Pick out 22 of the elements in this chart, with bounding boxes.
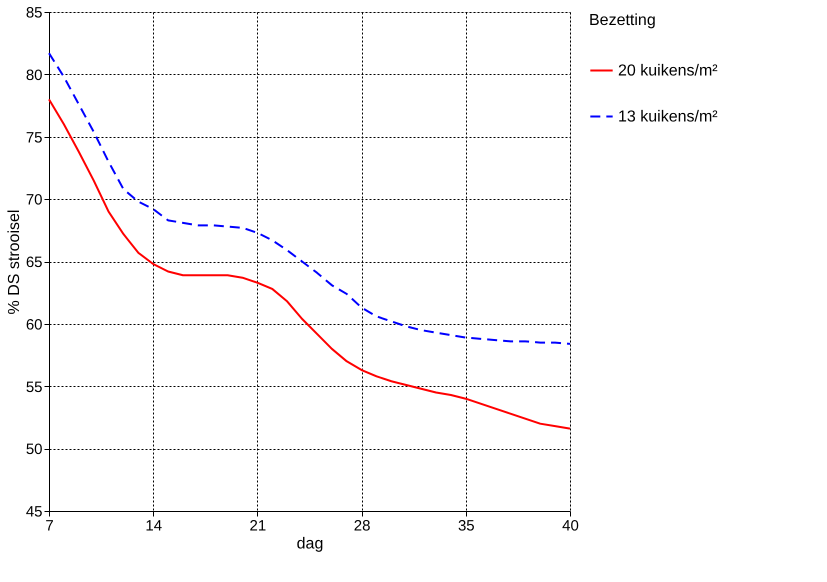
y-tick-label: 75 [26, 129, 42, 146]
y-tick-label: 50 [26, 441, 42, 458]
x-tick-label: 35 [458, 518, 475, 534]
y-tick-label: 55 [26, 378, 42, 396]
y-tick-label: 70 [26, 192, 42, 209]
y-tick-label: 85 [26, 4, 42, 22]
y-tick-label: 80 [26, 66, 42, 84]
x-tick-label: 14 [145, 518, 162, 534]
legend-label: 13 kuikens/m² [618, 108, 718, 126]
y-axis-title: % DS strooisel [6, 210, 23, 314]
line-series [48, 98, 571, 430]
line-series [48, 52, 571, 345]
y-tick-label: 45 [26, 504, 42, 520]
y-tick-label: 60 [26, 316, 42, 334]
legend-title: Bezetting [589, 12, 656, 29]
x-axis-title: dag [296, 536, 324, 552]
x-tick-label: 21 [250, 518, 266, 534]
legend-label: 20 kuikens/m² [618, 62, 718, 80]
y-tick-label: 65 [26, 254, 42, 271]
x-tick-label: 40 [562, 518, 579, 534]
x-tick-label: 28 [354, 518, 370, 534]
x-tick-label: 7 [45, 518, 54, 534]
